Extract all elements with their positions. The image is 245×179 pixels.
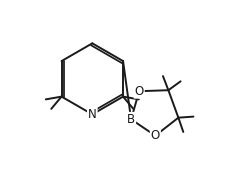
Text: N: N [88,108,97,121]
Text: O: O [151,129,160,142]
Text: O: O [135,85,144,98]
Text: B: B [127,113,135,126]
